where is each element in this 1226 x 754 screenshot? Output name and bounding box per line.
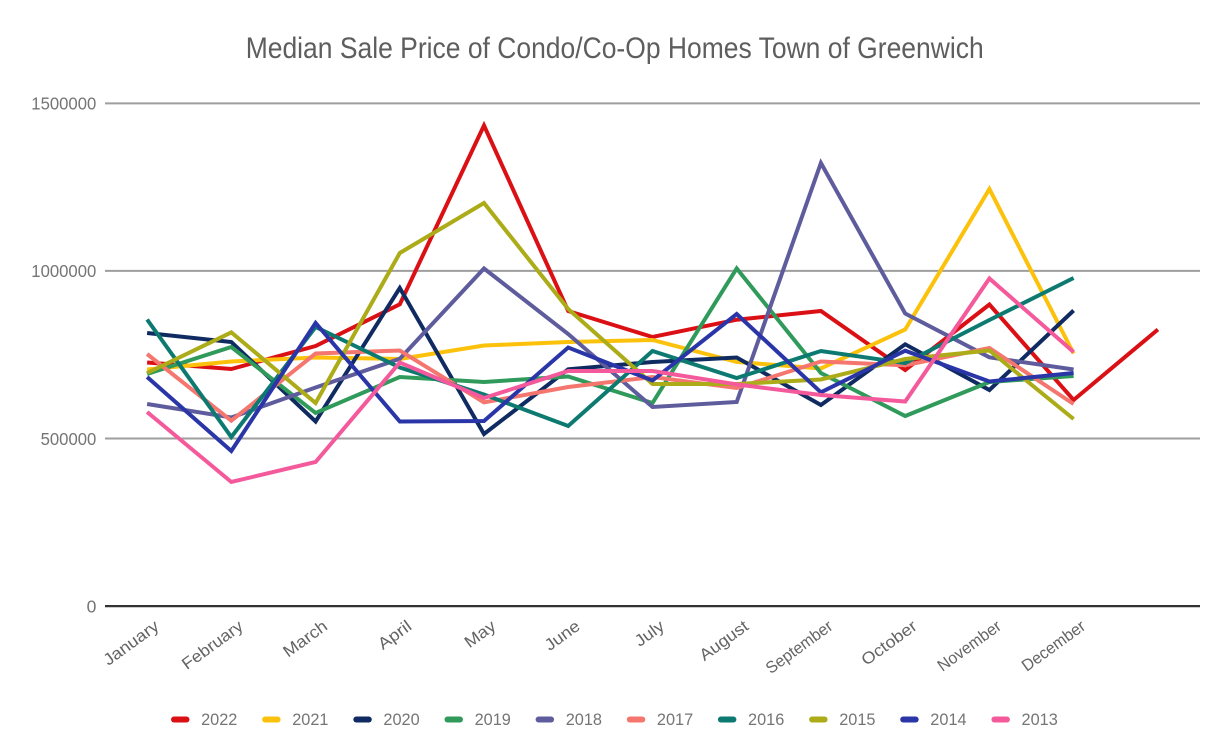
svg-text:2015: 2015 <box>839 710 875 729</box>
svg-text:1000000: 1000000 <box>31 261 96 281</box>
svg-text:2017: 2017 <box>657 710 693 729</box>
svg-text:2020: 2020 <box>383 710 419 729</box>
svg-text:0: 0 <box>87 596 97 616</box>
svg-text:2019: 2019 <box>475 710 511 729</box>
svg-text:500000: 500000 <box>41 429 97 449</box>
svg-text:2014: 2014 <box>930 710 966 729</box>
svg-text:2016: 2016 <box>748 710 784 729</box>
svg-text:2021: 2021 <box>292 710 328 729</box>
svg-text:2022: 2022 <box>201 710 237 729</box>
svg-text:2018: 2018 <box>566 710 602 729</box>
svg-text:2013: 2013 <box>1022 710 1058 729</box>
svg-text:Median Sale Price of Condo/Co-: Median Sale Price of Condo/Co-Op Homes T… <box>246 32 984 65</box>
svg-text:1500000: 1500000 <box>31 94 96 114</box>
